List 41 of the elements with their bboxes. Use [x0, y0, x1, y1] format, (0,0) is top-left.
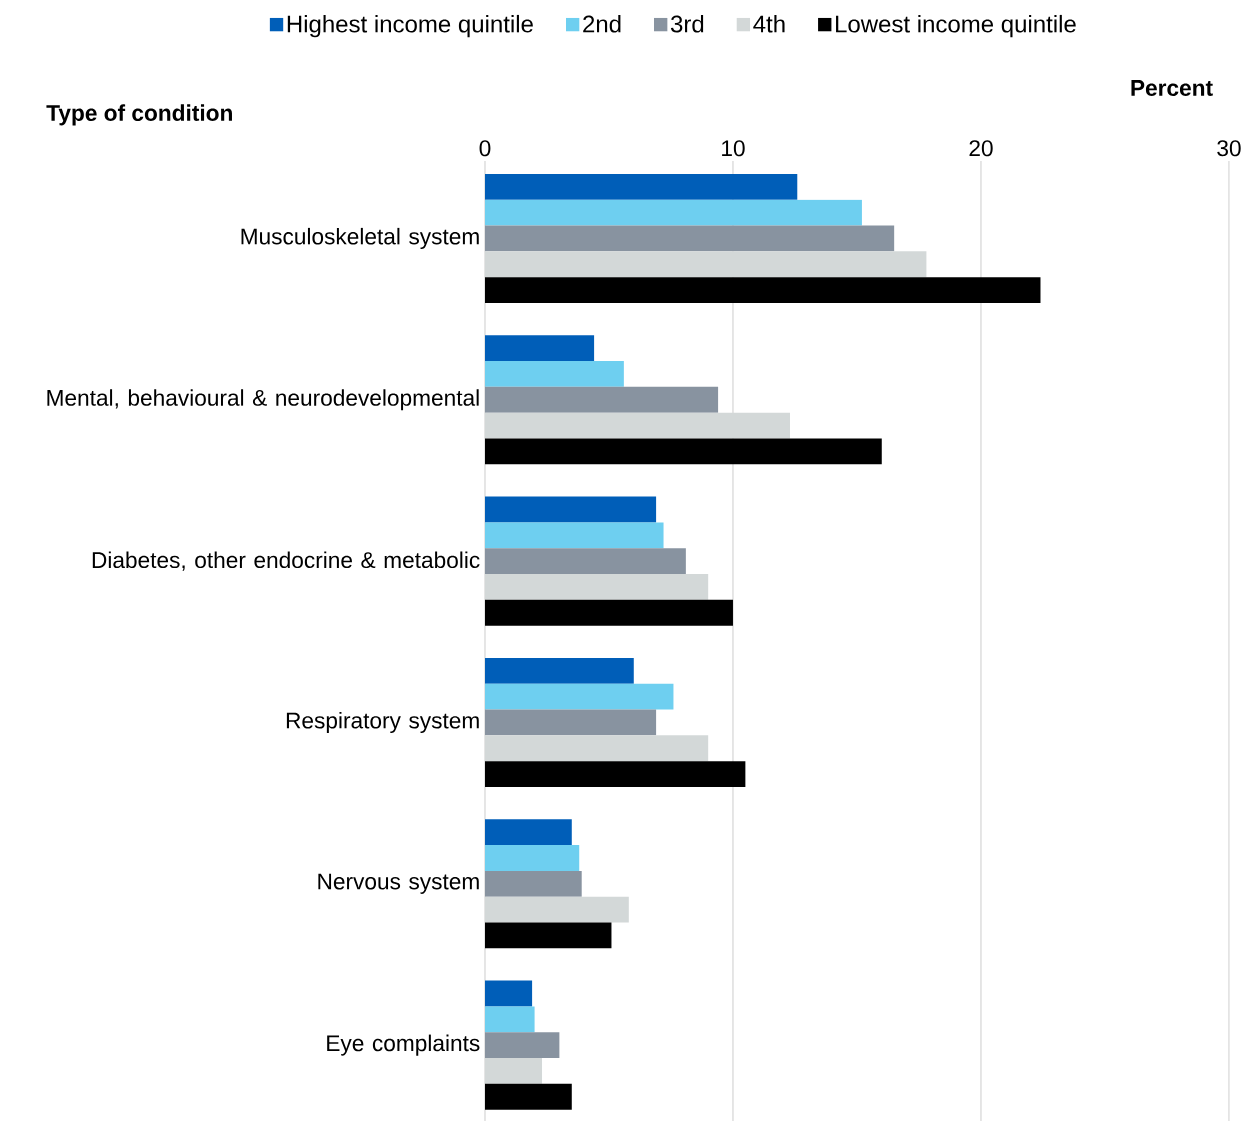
bar — [484, 361, 624, 388]
legend-label: 3rd — [670, 15, 704, 33]
legend-label: Highest income quintile — [287, 15, 533, 38]
bar — [484, 871, 582, 897]
y-tick-label: Respiratory system — [286, 712, 479, 734]
bar — [484, 1032, 560, 1059]
x-axis-title: Percent — [1131, 80, 1213, 97]
bar — [484, 522, 664, 549]
bar — [484, 1006, 535, 1033]
bar — [484, 709, 657, 736]
y-tick-label: Eye complaints — [327, 1034, 480, 1056]
y-tick-label: Mental, behavioural & neurodevelopmental — [47, 389, 479, 411]
x-tick-label: 0 — [479, 140, 491, 157]
bar — [484, 658, 634, 684]
bar — [484, 922, 612, 949]
bar — [484, 438, 882, 465]
legend-label: Lowest income quintile — [836, 15, 1076, 38]
bar — [484, 548, 686, 575]
bar — [484, 199, 862, 226]
y-tick-label: Musculoskeletal system — [241, 228, 479, 250]
legend-label: 4th — [753, 15, 785, 33]
bar — [484, 600, 733, 626]
bar — [484, 335, 595, 362]
bar — [484, 277, 1041, 304]
y-tick-label: Diabetes, other endocrine & metabolic — [92, 551, 480, 571]
x-tick-label: 30 — [1217, 140, 1241, 157]
bar — [484, 1084, 572, 1110]
bar — [484, 387, 719, 413]
bar — [484, 174, 798, 200]
x-tick-label: 10 — [722, 140, 745, 157]
y-tick-label: Nervous system — [318, 873, 479, 895]
y-axis-title: Type of condition — [46, 104, 232, 126]
bar — [484, 845, 580, 872]
bar — [484, 819, 572, 846]
bar — [484, 761, 746, 788]
legend-label: 2nd — [583, 15, 621, 33]
bar — [484, 683, 674, 710]
bar — [484, 225, 895, 252]
x-tick-label: 20 — [969, 140, 993, 157]
bar — [484, 496, 657, 523]
bar — [484, 980, 533, 1007]
